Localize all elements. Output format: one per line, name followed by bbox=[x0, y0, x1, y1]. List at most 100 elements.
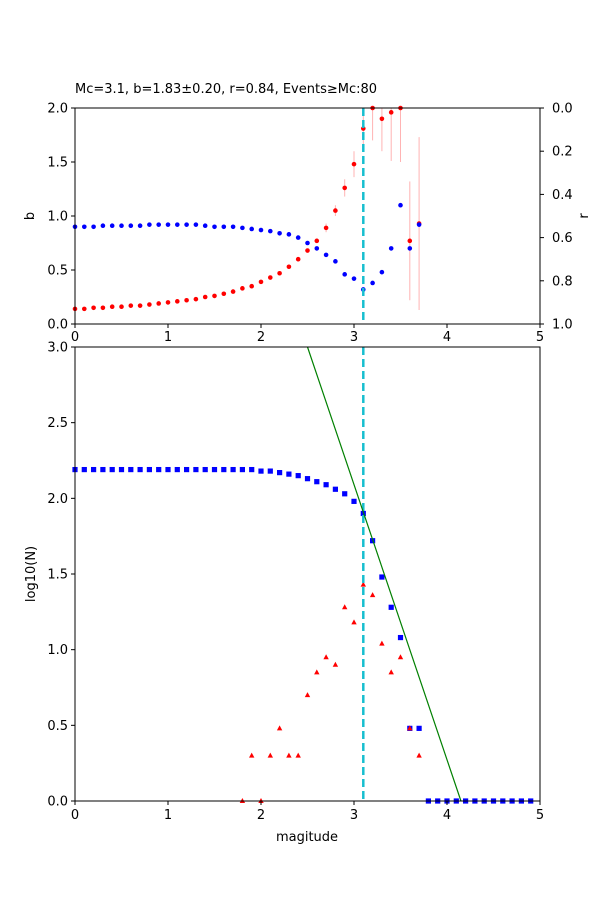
bottom-y-tick-label: 1.5 bbox=[47, 568, 68, 583]
b-point bbox=[323, 225, 329, 231]
r-point bbox=[295, 235, 301, 240]
top-panel: 0 1 2 3 4 50.00.51.01.52.0 0.00.20.40.60.81.0 … bbox=[23, 102, 592, 346]
top-x-tick-label: 5 bbox=[536, 330, 544, 345]
b-point bbox=[249, 283, 254, 289]
b-point bbox=[91, 305, 96, 311]
top-right-tick-label: 0.8 bbox=[552, 274, 573, 289]
top-right-tick-label: 0.4 bbox=[552, 188, 573, 203]
bottom-y-tick-label: 3.0 bbox=[47, 341, 68, 356]
r-point bbox=[286, 232, 292, 237]
cumulative-count-point bbox=[277, 470, 283, 476]
b-point bbox=[295, 256, 301, 262]
noncumulative-count-point bbox=[360, 581, 366, 587]
cumulative-count-point bbox=[388, 604, 394, 610]
noncumulative-count-point bbox=[332, 661, 339, 667]
cumulative-count-point bbox=[379, 574, 385, 580]
b-point bbox=[184, 297, 189, 303]
r-point bbox=[221, 224, 227, 230]
r-point bbox=[379, 269, 385, 275]
r-point bbox=[388, 246, 394, 251]
top-right-tick-label: 1.0 bbox=[552, 318, 573, 333]
noncumulative-count-point bbox=[323, 654, 329, 660]
r-point bbox=[100, 223, 106, 229]
cumulative-count-point bbox=[100, 466, 106, 473]
noncumulative-count-point bbox=[397, 654, 404, 660]
b-point bbox=[137, 303, 143, 308]
r-point bbox=[128, 223, 134, 229]
cumulative-count-point bbox=[165, 466, 171, 473]
b-point bbox=[128, 303, 134, 308]
r-point bbox=[109, 223, 115, 229]
bottom-x-tick-label: 2 bbox=[257, 808, 265, 823]
r-point bbox=[249, 226, 254, 232]
b-point bbox=[175, 299, 180, 304]
cumulative-count-point bbox=[221, 466, 227, 473]
b-point bbox=[388, 110, 394, 115]
b-point bbox=[156, 301, 161, 306]
r-point bbox=[258, 227, 264, 233]
cumulative-count-point bbox=[258, 468, 264, 474]
noncumulative-count-point bbox=[416, 752, 422, 758]
bottom-panel-marks bbox=[72, 466, 534, 804]
bottom-y-tick-label: 0.5 bbox=[47, 719, 68, 734]
r-point bbox=[416, 222, 422, 227]
cumulative-count-point bbox=[193, 466, 199, 473]
cumulative-count-point bbox=[118, 466, 125, 473]
bottom-x-tick-label: 4 bbox=[443, 808, 451, 823]
top-x-tick-label: 2 bbox=[257, 330, 265, 345]
r-point bbox=[305, 240, 310, 246]
b-point bbox=[202, 294, 208, 300]
cumulative-count-point bbox=[184, 466, 190, 473]
r-point bbox=[165, 222, 171, 227]
noncumulative-count-point bbox=[267, 752, 273, 758]
cumulative-count-point bbox=[314, 479, 320, 485]
r-point bbox=[137, 223, 143, 229]
top-right-tick-label: 0.6 bbox=[552, 231, 573, 246]
bottom-x-axis-label: magitude bbox=[276, 830, 338, 845]
b-point bbox=[258, 279, 264, 285]
b-point bbox=[407, 238, 413, 244]
noncumulative-count-point bbox=[314, 669, 320, 675]
top-x-tick-label: 0 bbox=[71, 330, 79, 345]
b-point bbox=[119, 304, 124, 310]
bottom-y-tick-label: 1.0 bbox=[47, 643, 68, 658]
chart-title: Mc=3.1, b=1.83±0.20, r=0.84, Events≥Mc:8… bbox=[75, 82, 377, 97]
r-point bbox=[407, 246, 413, 251]
r-point bbox=[82, 224, 87, 230]
cumulative-count-point bbox=[230, 466, 236, 473]
noncumulative-count-point bbox=[295, 752, 301, 758]
r-point bbox=[333, 259, 338, 264]
top-right-tick-label: 0.2 bbox=[552, 145, 573, 160]
r-point bbox=[230, 224, 236, 230]
top-y-tick-label: 2.0 bbox=[47, 102, 68, 117]
cumulative-count-point bbox=[146, 466, 152, 473]
top-y-axis-label: b bbox=[23, 212, 38, 220]
r-point bbox=[147, 222, 152, 227]
noncumulative-count-point bbox=[276, 725, 283, 731]
b-point bbox=[314, 238, 320, 244]
noncumulative-count-point bbox=[407, 725, 413, 731]
cumulative-count-point bbox=[174, 466, 180, 473]
r-point bbox=[398, 202, 403, 208]
noncumulative-count-point bbox=[351, 619, 357, 625]
bottom-x-tick-label: 3 bbox=[350, 808, 358, 823]
b-point bbox=[212, 293, 217, 299]
b-point bbox=[305, 248, 310, 253]
bottom-y-tick-label: 0.0 bbox=[47, 795, 68, 810]
top-x-tick-label: 1 bbox=[164, 330, 172, 345]
r-point bbox=[91, 224, 96, 230]
cumulative-count-point bbox=[416, 725, 422, 731]
r-point bbox=[268, 228, 273, 234]
b-point bbox=[230, 289, 236, 294]
cumulative-count-point bbox=[267, 468, 273, 474]
cumulative-count-point bbox=[239, 466, 245, 473]
bottom-y-tick-label: 2.5 bbox=[47, 416, 68, 431]
bottom-x-tick-label: 5 bbox=[536, 808, 544, 823]
top-panel-ticks: 0 1 2 3 4 5 0.0 0.5 1.0 1.5 2.0 0.0 0.2 0.4 0.6 0.8 1.0 bbox=[47, 102, 572, 346]
cumulative-count-point bbox=[109, 466, 115, 473]
b-point bbox=[351, 161, 357, 167]
b-point bbox=[165, 300, 171, 305]
b-point bbox=[277, 270, 282, 276]
b-point bbox=[82, 306, 87, 312]
